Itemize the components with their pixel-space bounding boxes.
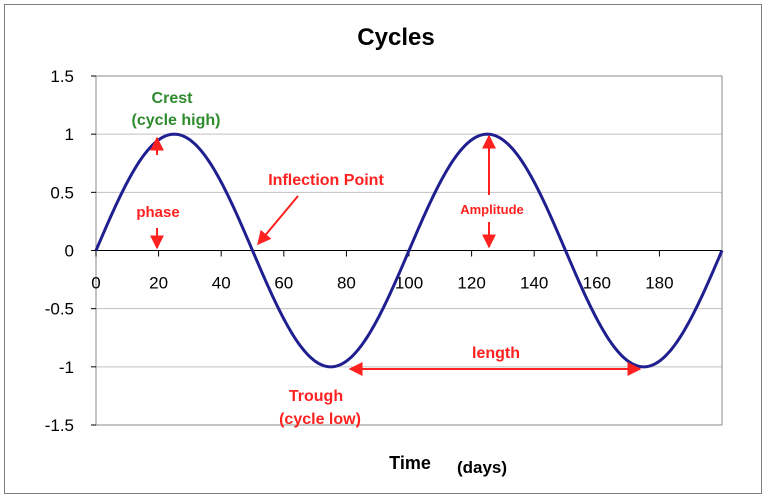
inflection-label: Inflection Point xyxy=(268,172,384,189)
x-tick-label: 20 xyxy=(149,274,168,293)
x-tick-label: 80 xyxy=(337,274,356,293)
crest-label-line2: (cycle high) xyxy=(132,112,221,129)
x-axis-ticks: 0 20 40 60 80 100 120 140 160 180 xyxy=(91,250,674,293)
y-tick-label: -0.5 xyxy=(45,300,74,319)
x-tick-label: 120 xyxy=(457,274,485,293)
x-tick-label: 160 xyxy=(583,274,611,293)
length-label: length xyxy=(472,345,520,362)
x-axis-title-unit: (days) xyxy=(457,458,507,477)
x-tick-label: 40 xyxy=(212,274,231,293)
chart-title: Cycles xyxy=(357,24,434,51)
y-tick-label: 1.5 xyxy=(50,67,74,86)
x-axis-title-main: Time xyxy=(389,453,431,473)
x-tick-label: 0 xyxy=(91,274,100,293)
x-tick-label: 140 xyxy=(520,274,548,293)
amplitude-label: Amplitude xyxy=(460,202,524,217)
y-tick-label: 0.5 xyxy=(50,183,74,202)
phase-label: phase xyxy=(136,204,179,221)
x-tick-label: 60 xyxy=(274,274,293,293)
x-tick-label: 100 xyxy=(395,274,423,293)
y-tick-label: -1 xyxy=(59,358,74,377)
inflection-arrow xyxy=(257,195,299,246)
crest-label-line1: Crest xyxy=(152,90,194,107)
y-tick-label: 0 xyxy=(65,242,74,261)
annotations: Crest (cycle high) phase Inflection Poin… xyxy=(132,90,642,428)
x-tick-label: 180 xyxy=(645,274,673,293)
y-tick-label: 1 xyxy=(65,125,74,144)
series-line-sine xyxy=(94,132,724,369)
y-axis-ticks: 1.5 1 0.5 0 -0.5 -1 -1.5 xyxy=(45,67,96,435)
y-tick-label: -1.5 xyxy=(45,416,74,435)
trough-label-line1: Trough xyxy=(289,388,343,405)
chart-frame xyxy=(4,4,762,494)
trough-label-line2: (cycle low) xyxy=(279,411,361,428)
